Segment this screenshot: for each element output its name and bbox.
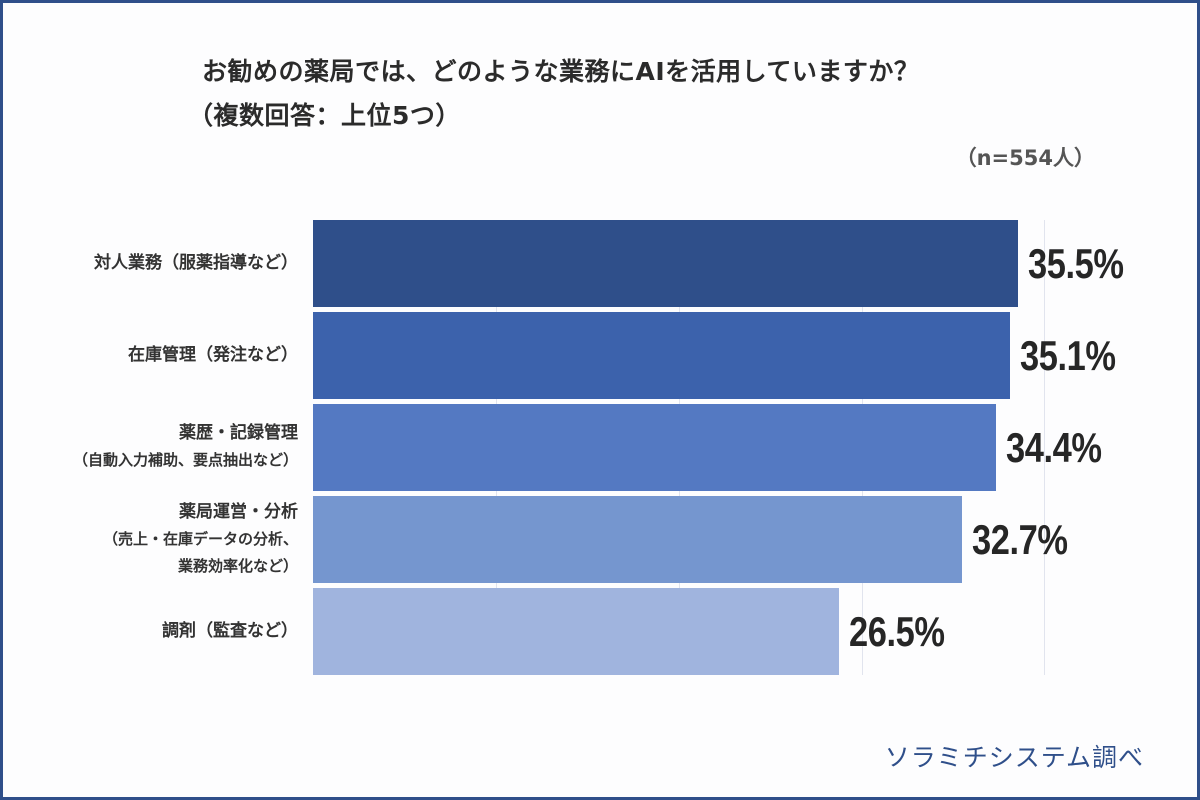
bar — [313, 404, 996, 491]
category-label-line: 業務効率化など） — [177, 556, 298, 575]
category-label-line: 調剤（監査など） — [162, 620, 298, 641]
bar-value-label: 35.5% — [1028, 240, 1124, 287]
category-label: 薬局運営・分析 （売上・在庫データの分析、業務効率化など） — [103, 499, 298, 580]
category-label: 調剤（監査など） — [162, 618, 298, 645]
category-label-line: 在庫管理（発注など） — [128, 344, 298, 365]
source-credit: ソラミチシステム調べ — [884, 743, 1144, 772]
bar-value-label: 34.4% — [1006, 424, 1102, 471]
title-subtitle: （複数回答：上位5つ） — [188, 101, 461, 130]
bar — [313, 588, 839, 675]
category-label-line: 薬歴・記録管理 — [179, 423, 298, 443]
category-label-line: （自動入力補助、要点抽出など） — [72, 451, 298, 469]
category-label-line: 対人業務（服薬指導など） — [94, 252, 298, 273]
bar — [313, 312, 1010, 399]
category-label: 薬歴・記録管理 （自動入力補助、要点抽出など） — [73, 420, 298, 474]
chart-title: お勧めの薬局では、どのような業務にAIを活用していますか？ （複数回答：上位5つ… — [188, 50, 920, 138]
category-label-line: 薬局運営・分析 — [179, 501, 298, 522]
category-label-line: （売上・在庫データの分析、 — [102, 529, 298, 548]
category-label: 在庫管理（発注など） — [128, 342, 298, 369]
category-label: 対人業務（服薬指導など） — [94, 250, 298, 277]
bar-value-label: 26.5% — [849, 608, 945, 655]
bar — [313, 496, 962, 583]
bar-value-label: 35.1% — [1020, 332, 1116, 379]
sample-size-label: （n=554人） — [955, 146, 1095, 170]
title-main: お勧めの薬局では、どのような業務にAIを活用していますか？ — [202, 57, 920, 86]
bar — [313, 220, 1018, 307]
gridline — [1044, 220, 1045, 675]
bar-value-label: 32.7% — [972, 516, 1068, 563]
